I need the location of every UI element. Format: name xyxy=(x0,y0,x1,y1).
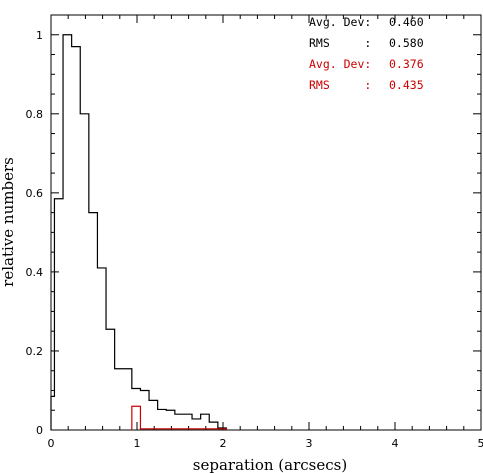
stat-value: 0.435 xyxy=(389,78,424,92)
histogram-series-1 xyxy=(50,34,228,430)
y-tick-label: 1 xyxy=(36,29,43,42)
x-tick-label: 5 xyxy=(478,437,483,450)
stat-value: 0.460 xyxy=(389,15,424,29)
x-tick-label: 0 xyxy=(48,437,55,450)
stat-label: RMS : xyxy=(309,78,371,92)
y-tick-label: 0.6 xyxy=(26,187,44,200)
y-axis-title: relative numbers xyxy=(0,157,17,287)
stat-value: 0.580 xyxy=(389,36,424,50)
x-tick-label: 3 xyxy=(306,437,313,450)
plot-frame xyxy=(50,14,482,431)
stats-box: Avg. Dev: 0.460 RMS : 0.580 Avg. Dev: 0.376 RM… xyxy=(309,15,424,92)
stat-value: 0.376 xyxy=(389,57,424,71)
x-axis-title: separation (arcsecs) xyxy=(193,456,347,473)
x-tick-label: 4 xyxy=(392,437,399,450)
tick-labels: 0 1 2 3 4 5 0 0.2 0.4 0.6 0.8 1 xyxy=(26,29,483,450)
stat-label: RMS : xyxy=(309,36,371,50)
y-tick-label: 0 xyxy=(36,424,43,437)
stat-label: Avg. Dev: xyxy=(309,57,371,71)
x-tick-label: 1 xyxy=(134,437,141,450)
series-layer xyxy=(50,34,228,430)
x-tick-label: 2 xyxy=(220,437,227,450)
y-tick-label: 0.8 xyxy=(26,108,44,121)
y-tick-label: 0.2 xyxy=(26,345,44,358)
y-tick-label: 0.4 xyxy=(26,266,44,279)
stat-label: Avg. Dev: xyxy=(309,15,371,29)
axis-ticks xyxy=(50,14,482,431)
histogram-series-2 xyxy=(131,405,228,430)
